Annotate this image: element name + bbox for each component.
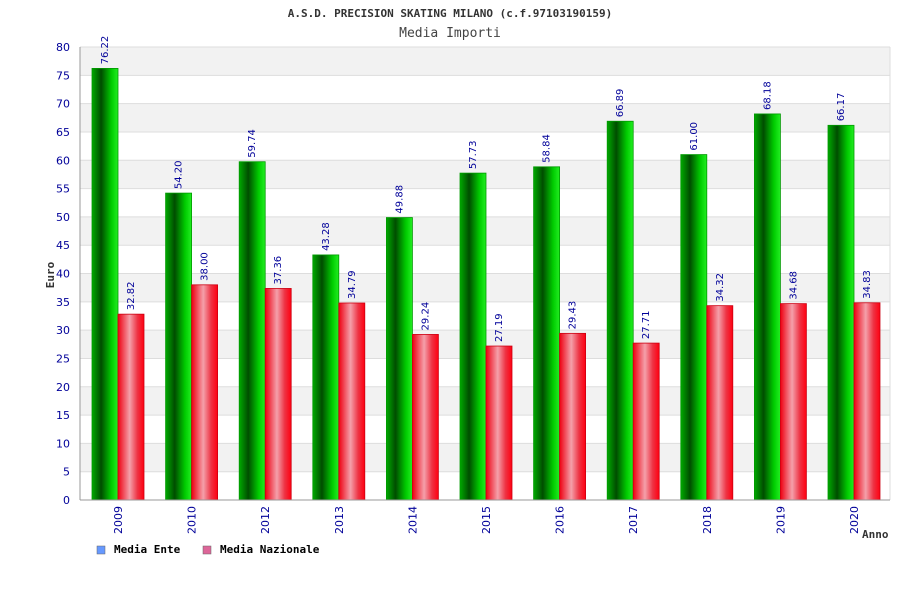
data-label: 49.88: [394, 185, 405, 214]
data-label: 54.20: [174, 160, 185, 189]
bar-media-ente-2013: [312, 254, 340, 501]
y-tick-label: 65: [56, 126, 70, 139]
y-tick-label: 55: [56, 183, 70, 196]
x-tick-label: 2012: [259, 506, 272, 534]
x-tick-label: 2019: [774, 506, 787, 534]
y-tick-label: 45: [56, 239, 70, 252]
y-tick-label: 30: [56, 324, 70, 337]
data-label: 66.89: [615, 89, 626, 118]
bar-media-nazionale-2017: [632, 342, 660, 501]
bar-media-nazionale-2012: [264, 288, 292, 501]
y-tick-label: 60: [56, 154, 70, 167]
data-label: 66.17: [836, 93, 847, 122]
x-tick-label: 2020: [848, 506, 861, 534]
x-tick-label: 2015: [480, 506, 493, 534]
y-axis-ticks: 0 5 10 15 20 25 30 35 40 45 50 55 60 65 70 75 80: [56, 41, 70, 507]
x-tick-label: 2013: [333, 506, 346, 534]
bar-media-nazionale-2020: [853, 302, 881, 501]
data-label: 43.28: [321, 222, 332, 251]
x-tick-label: 2018: [701, 506, 714, 534]
bar-media-nazionale-2018: [706, 305, 734, 501]
data-label: 34.79: [347, 270, 358, 299]
y-tick-label: 15: [56, 409, 70, 422]
data-label: 34.68: [788, 271, 799, 300]
bar-media-nazionale-2015: [485, 345, 513, 501]
plot-band: [80, 47, 890, 76]
x-tick-label: 2017: [627, 506, 640, 534]
y-tick-label: 75: [56, 69, 70, 82]
bar-media-ente-2017: [606, 120, 634, 501]
data-label: 57.73: [468, 140, 479, 169]
plot-band: [80, 75, 890, 104]
bar-media-nazionale-2009: [117, 313, 145, 501]
data-label: 27.19: [494, 313, 505, 342]
bar-media-nazionale-2013: [338, 302, 366, 501]
data-label: 61.00: [689, 122, 700, 151]
bar-media-ente-2020: [827, 124, 855, 501]
bar-media-ente-2015: [459, 172, 487, 501]
data-label: 59.74: [247, 129, 258, 158]
bar-media-ente-2016: [533, 166, 560, 501]
y-tick-label: 40: [56, 268, 70, 281]
x-tick-label: 2016: [554, 506, 567, 534]
data-label: 38.00: [200, 252, 211, 281]
legend-label-media-ente: Media Ente: [114, 543, 181, 556]
legend-swatch-media-ente: [96, 545, 106, 555]
data-label: 58.84: [542, 134, 553, 163]
y-tick-label: 0: [63, 494, 70, 507]
y-tick-label: 50: [56, 211, 70, 224]
data-label: 34.83: [862, 270, 873, 299]
x-tick-label: 2014: [406, 506, 419, 534]
y-tick-label: 80: [56, 41, 70, 54]
chart-subtitle: Media Importi: [399, 26, 501, 41]
bar-media-nazionale-2014: [411, 334, 439, 501]
x-axis-ticks: 2009 2010 2012 2013 2014 2015 2016 2017 2018 2019…: [112, 506, 861, 534]
y-tick-label: 70: [56, 98, 70, 111]
data-label: 27.71: [641, 310, 652, 339]
data-label: 37.36: [273, 256, 284, 285]
x-axis-label: Anno: [862, 528, 889, 541]
bar-media-nazionale-2019: [780, 303, 807, 501]
legend-label-media-nazionale: Media Nazionale: [220, 543, 320, 556]
data-label: 34.32: [715, 273, 726, 302]
legend-swatch-media-nazionale: [202, 545, 212, 555]
y-tick-label: 20: [56, 381, 70, 394]
legend: Media Ente Media Nazionale: [96, 543, 320, 556]
x-tick-label: 2010: [186, 506, 199, 534]
bar-media-nazionale-2010: [191, 284, 219, 501]
y-tick-label: 5: [63, 466, 70, 479]
bar-media-ente-2012: [238, 161, 266, 501]
bar-media-ente-2010: [165, 192, 193, 501]
bar-media-ente-2018: [680, 154, 708, 501]
data-label: 29.24: [420, 302, 431, 331]
y-tick-label: 10: [56, 437, 70, 450]
data-label: 29.43: [568, 301, 579, 330]
bar-media-ente-2014: [385, 217, 413, 501]
data-labels: 76.22 32.82 54.20 38.00 59.74 37.36 43.28 34.79…: [100, 36, 873, 342]
data-label: 32.82: [126, 282, 137, 311]
bar-media-ente-2009: [91, 68, 119, 501]
chart-title: A.S.D. PRECISION SKATING MILANO (c.f.971…: [288, 7, 613, 20]
x-tick-label: 2009: [112, 506, 125, 534]
data-label: 68.18: [762, 81, 773, 110]
data-label: 76.22: [100, 36, 111, 65]
bar-media-nazionale-2016: [559, 332, 586, 501]
bars: [91, 68, 881, 501]
bar-media-ente-2019: [754, 113, 781, 501]
y-axis-label: Euro: [44, 261, 57, 288]
y-tick-label: 25: [56, 352, 70, 365]
y-tick-label: 35: [56, 296, 70, 309]
